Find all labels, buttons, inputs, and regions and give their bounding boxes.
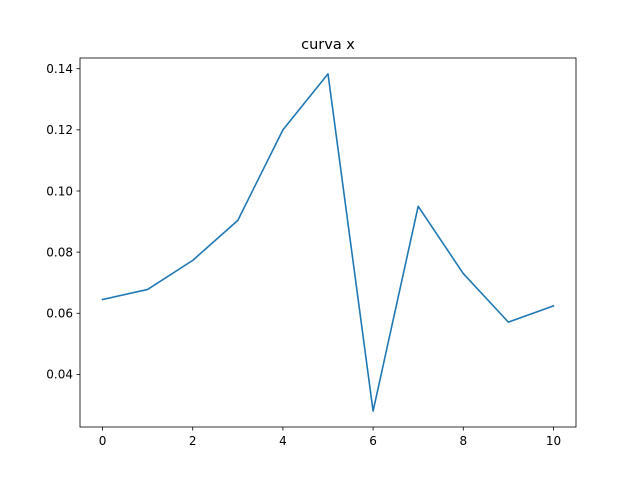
x-tick-label: 2 (189, 434, 197, 448)
y-tick-label: 0.04 (46, 368, 73, 382)
y-tick-label: 0.10 (46, 184, 73, 198)
x-tick-label: 4 (279, 434, 287, 448)
y-axis: 0.04 0.06 0.08 0.10 0.12 0.14 (46, 62, 80, 382)
plot-frame (79, 57, 577, 428)
x-tick-label: 0 (99, 434, 107, 448)
x-axis: 0 2 4 6 8 10 (99, 427, 561, 448)
chart-title: curva x (301, 37, 355, 53)
y-tick-label: 0.06 (46, 307, 73, 321)
y-tick-label: 0.14 (46, 62, 73, 76)
y-tick-label: 0.08 (46, 245, 73, 259)
y-tick-label: 0.12 (46, 123, 73, 137)
x-tick-label: 10 (546, 434, 561, 448)
x-tick-label: 6 (369, 434, 377, 448)
series-layer (101, 73, 555, 412)
series-line (101, 73, 555, 412)
x-tick-label: 8 (459, 434, 467, 448)
